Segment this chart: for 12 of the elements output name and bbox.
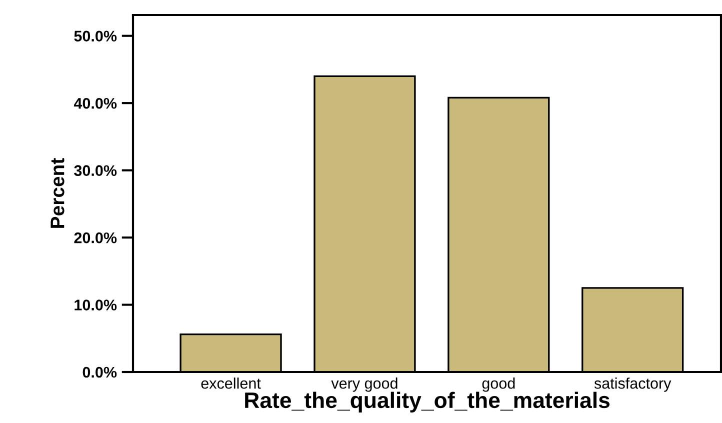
y-tick-label: 40.0% (74, 98, 117, 109)
y-tick-label: 10.0% (74, 300, 117, 310)
x-tick-label: satisfactory (594, 378, 672, 392)
x-tick-label: very good (331, 378, 398, 392)
y-axis-title: Percent (50, 158, 64, 228)
y-tick-label: 30.0% (74, 165, 117, 176)
y-tick-label: 20.0% (74, 232, 117, 244)
x-tick-label: good (482, 378, 515, 392)
y-tick-label: 50.0% (74, 30, 117, 42)
x-axis-title: Rate_the_quality_of_the_materials (245, 392, 610, 413)
x-tick-label: excellent (201, 378, 261, 389)
y-tick-label: 0.0% (82, 366, 117, 378)
